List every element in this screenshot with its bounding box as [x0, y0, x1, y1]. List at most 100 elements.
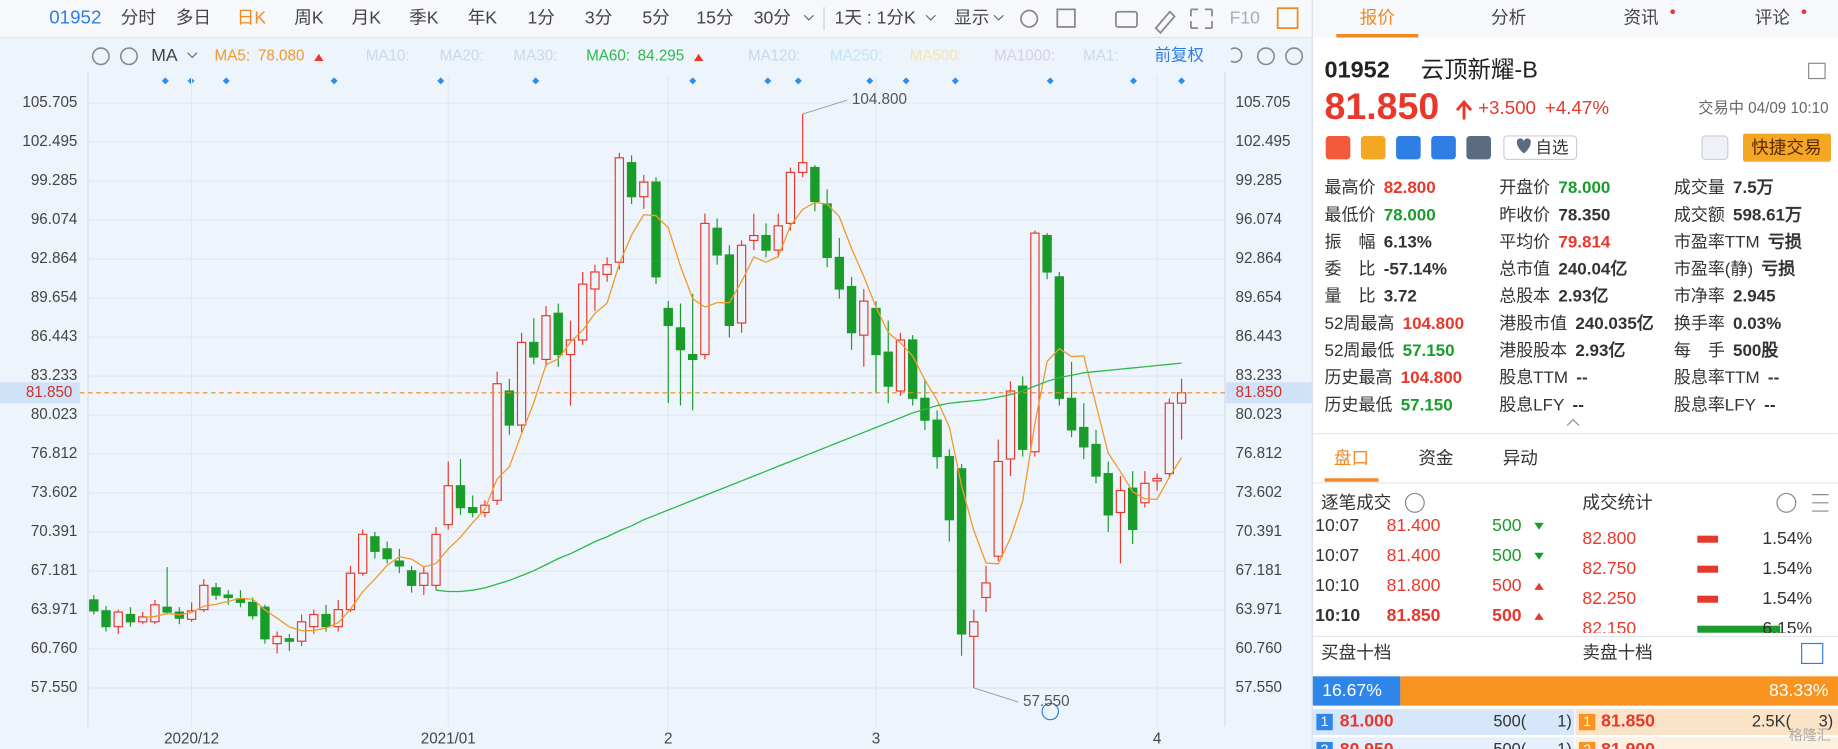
period[interactable]: 15分 [696, 7, 733, 27]
watch-label[interactable]: 自选 [1536, 139, 1569, 157]
indicator-inactive[interactable]: MA500: [910, 47, 962, 64]
bid-level: 1 [1321, 713, 1329, 729]
more-icon[interactable] [1776, 492, 1797, 513]
trade-label[interactable]: 快捷交易 [1751, 138, 1821, 158]
bid-volume: 500( [1493, 712, 1526, 730]
menu-icon[interactable] [1808, 62, 1826, 80]
tab[interactable]: 分析 [1491, 7, 1526, 27]
display-select[interactable]: 显示 [954, 7, 989, 27]
candle-body [859, 300, 869, 336]
adjust-mode[interactable]: 前复权 [1155, 47, 1204, 65]
y-tick-label: 92.864 [31, 250, 78, 267]
candle-body [1005, 390, 1016, 460]
subtab[interactable]: 异动 [1503, 448, 1538, 468]
tab[interactable]: 资讯 [1623, 7, 1659, 27]
subtab-active[interactable]: 盘口 [1334, 448, 1369, 468]
indicator-inactive[interactable]: MA10: [366, 47, 410, 64]
event-icon[interactable] [1041, 702, 1060, 721]
draw-icon[interactable] [1154, 10, 1176, 35]
y-tick-label-right: 70.391 [1235, 523, 1282, 540]
indicator-inactive[interactable]: MA20: [440, 47, 484, 64]
indicator-inactive[interactable]: MA30: [513, 47, 557, 64]
indicator-name[interactable]: MA [151, 45, 178, 65]
stats-bar [1697, 625, 1781, 633]
candle-body [296, 621, 307, 642]
period[interactable]: 年K [468, 7, 498, 27]
indicator-inactive[interactable]: MA1: [1083, 47, 1119, 64]
alert-button[interactable] [1701, 135, 1729, 160]
dropdown-icon [925, 14, 936, 21]
change: +3.500 [1478, 97, 1536, 118]
period[interactable]: 5分 [642, 7, 669, 27]
ask-price: 81.850 [1601, 711, 1655, 731]
candle-body [773, 225, 783, 251]
depth-icon[interactable] [1801, 642, 1824, 665]
candle-body [846, 285, 857, 334]
collapse-icon[interactable] [1566, 418, 1580, 426]
trade-button[interactable] [1743, 133, 1831, 162]
y-tick-label-right: 89.654 [1235, 289, 1282, 306]
candle-body [1115, 490, 1126, 514]
fullscreen-icon[interactable] [1190, 8, 1213, 30]
period[interactable]: 多日 [176, 7, 211, 27]
candle-body [89, 599, 99, 612]
candle-body [468, 507, 478, 514]
box-icon[interactable] [1056, 8, 1076, 28]
zoom-out-icon[interactable] [1256, 47, 1275, 66]
candle-body [492, 383, 502, 501]
candle-body [675, 327, 686, 351]
tag-icon[interactable] [1325, 135, 1351, 160]
toolbar-bg [0, 0, 1312, 38]
stat-label: 委 比 [1325, 260, 1376, 279]
period[interactable]: 分时 [121, 7, 156, 27]
period[interactable]: 月K [352, 7, 382, 27]
y-tick-label: 83.233 [31, 367, 78, 384]
interval-select[interactable]: 1天 : 1分K [835, 7, 916, 27]
candle-body [577, 283, 588, 341]
bid-row-bg [1312, 737, 1575, 749]
f10[interactable]: F10 [1230, 7, 1261, 27]
tape-time: 10:10 [1315, 575, 1359, 595]
period[interactable]: 周K [294, 7, 324, 27]
y-tick-label-right: 80.023 [1235, 406, 1282, 423]
y-tick-label-right: 60.760 [1235, 640, 1282, 657]
candle-body [785, 171, 796, 224]
tag-icon[interactable] [1466, 135, 1492, 160]
period[interactable]: 1分 [528, 7, 555, 27]
indicator-inactive[interactable]: MA120: [748, 47, 800, 64]
period[interactable]: 30分 [754, 7, 791, 27]
subtab[interactable]: 资金 [1418, 448, 1454, 468]
period[interactable]: 3分 [585, 7, 612, 27]
settings-icon[interactable] [1020, 9, 1039, 28]
tag-icon[interactable] [1396, 135, 1421, 160]
panel-icon[interactable] [1276, 7, 1299, 30]
reset-icon[interactable] [1230, 47, 1243, 63]
candle-body [504, 390, 515, 426]
zoom-in-icon[interactable] [1285, 47, 1304, 66]
stat-label: 股息TTM [1499, 368, 1568, 387]
period-active[interactable]: 日K [237, 7, 267, 27]
tag-icon[interactable] [1431, 135, 1456, 160]
candle-body [419, 572, 429, 586]
period[interactable]: 季K [409, 7, 439, 27]
indicator-close[interactable] [120, 47, 138, 66]
bid-volume: 500( [1493, 741, 1526, 749]
camera-icon[interactable] [1115, 10, 1138, 28]
stats-pct: 6.15% [1762, 618, 1812, 638]
candle-body [1164, 402, 1175, 475]
stat-label: 每 手 [1674, 341, 1725, 360]
help-icon[interactable] [1404, 492, 1425, 513]
tag-icon[interactable] [1360, 135, 1386, 160]
stat-label: 开盘价 [1499, 178, 1550, 197]
list-icon[interactable] [1812, 494, 1829, 512]
candle-body [272, 635, 282, 645]
candle-body [1054, 276, 1065, 399]
tab-active[interactable]: 报价 [1360, 7, 1396, 27]
indicator-inactive[interactable]: MA1000: [994, 47, 1055, 64]
indicator-inactive[interactable]: MA250: [830, 47, 882, 64]
stats-price: 82.800 [1582, 528, 1636, 548]
stats-bar [1697, 595, 1719, 603]
tape-volume: 500 [1492, 575, 1522, 595]
indicator-settings[interactable] [91, 47, 110, 66]
tab[interactable]: 评论 [1755, 7, 1791, 27]
